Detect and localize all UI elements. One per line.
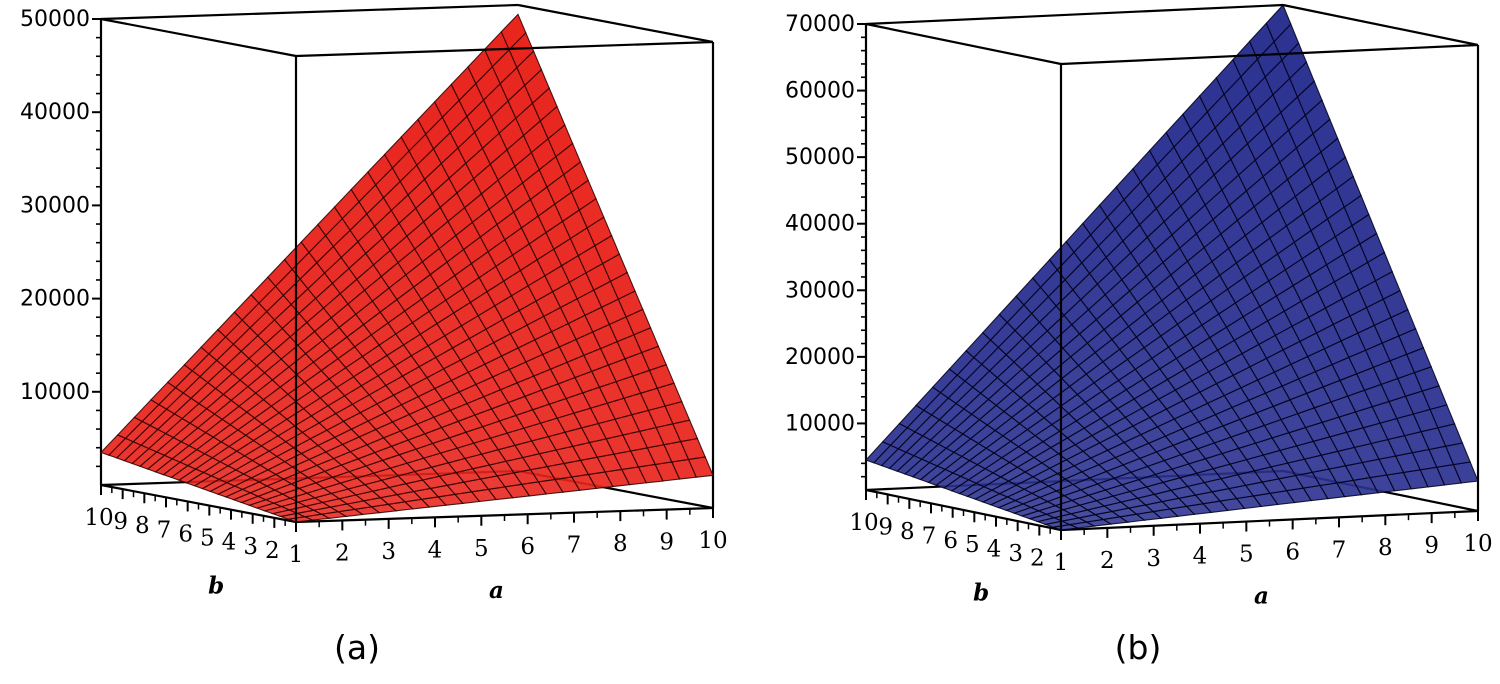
a-tick-label: 7 — [1332, 537, 1347, 563]
z-tick-label: 20000 — [785, 345, 855, 370]
z-tick-label: 10000 — [20, 380, 90, 405]
z-tick-label: 30000 — [20, 193, 90, 218]
surface-mesh — [865, 3, 1479, 531]
box-edge — [100, 3, 519, 21]
box-edge — [295, 40, 714, 58]
b-tick-label: 3 — [1008, 541, 1023, 567]
a-tick-label: 5 — [1239, 542, 1254, 568]
a-tick-label: 10 — [698, 528, 727, 554]
b-tick-label: 8 — [900, 519, 915, 545]
panel-label-b: (b) — [1114, 628, 1162, 667]
a-tick-label: 4 — [1193, 544, 1208, 570]
a-tick-label: 2 — [335, 540, 350, 566]
z-tick-label: 70000 — [785, 12, 855, 37]
a-tick-label: 1 — [289, 542, 304, 568]
a-tick-label: 6 — [1285, 539, 1300, 565]
a-tick-label: 1 — [1054, 550, 1069, 576]
box-edge — [1060, 43, 1479, 66]
a-tick-label: 5 — [474, 536, 489, 562]
b-tick-label: 5 — [965, 532, 980, 558]
b-tick-label: 7 — [922, 523, 937, 549]
b-tick-label: 6 — [943, 528, 958, 554]
box-edge — [100, 17, 297, 58]
a-tick-label: 4 — [428, 537, 443, 563]
z-tick-label: 10000 — [785, 411, 855, 436]
a-axis-title: a — [1254, 583, 1269, 610]
z-tick-label: 50000 — [20, 7, 90, 32]
z-tick-label: 50000 — [785, 145, 855, 170]
b-tick-label: 3 — [243, 534, 258, 560]
b-axis-title: b — [973, 579, 989, 606]
b-tick-label: 10 — [849, 510, 878, 536]
box-edge — [517, 3, 714, 44]
a-tick-label: 6 — [520, 534, 535, 560]
a-tick-label: 8 — [1378, 535, 1393, 561]
b-tick-label: 2 — [265, 538, 280, 564]
b-tick-label: 7 — [157, 517, 172, 543]
b-axis-title: b — [208, 573, 224, 600]
a-tick-label: 7 — [567, 533, 582, 559]
b-tick-label: 5 — [200, 526, 215, 552]
z-tick-label: 60000 — [785, 79, 855, 104]
a-tick-label: 9 — [1424, 533, 1439, 559]
b-tick-label: 4 — [222, 530, 237, 556]
z-tick-label: 30000 — [785, 278, 855, 303]
b-tick-label: 4 — [987, 537, 1002, 563]
b-tick-label: 6 — [178, 521, 193, 547]
box-edge — [1282, 3, 1479, 47]
z-tick-label: 20000 — [20, 287, 90, 312]
b-tick-label: 10 — [84, 505, 113, 531]
box-edge — [865, 3, 1284, 26]
a-tick-label: 3 — [381, 539, 396, 565]
panel-label-a: (a) — [334, 628, 380, 667]
b-tick-label: 9 — [113, 509, 128, 535]
b-tick-label: 9 — [878, 514, 893, 540]
a-tick-label: 10 — [1463, 531, 1492, 557]
b-tick-label: 8 — [135, 513, 150, 539]
a-tick-label: 2 — [1100, 548, 1115, 574]
a-axis-title: a — [489, 577, 504, 604]
z-tick-label: 40000 — [785, 212, 855, 237]
surface-mesh — [100, 13, 714, 523]
surface-cell — [500, 13, 527, 51]
b-tick-label: 2 — [1030, 546, 1045, 572]
z-tick-label: 40000 — [20, 100, 90, 125]
a-tick-label: 9 — [659, 530, 674, 556]
a-tick-label: 3 — [1146, 546, 1161, 572]
box-edge — [865, 22, 1062, 66]
a-tick-label: 8 — [613, 531, 628, 557]
